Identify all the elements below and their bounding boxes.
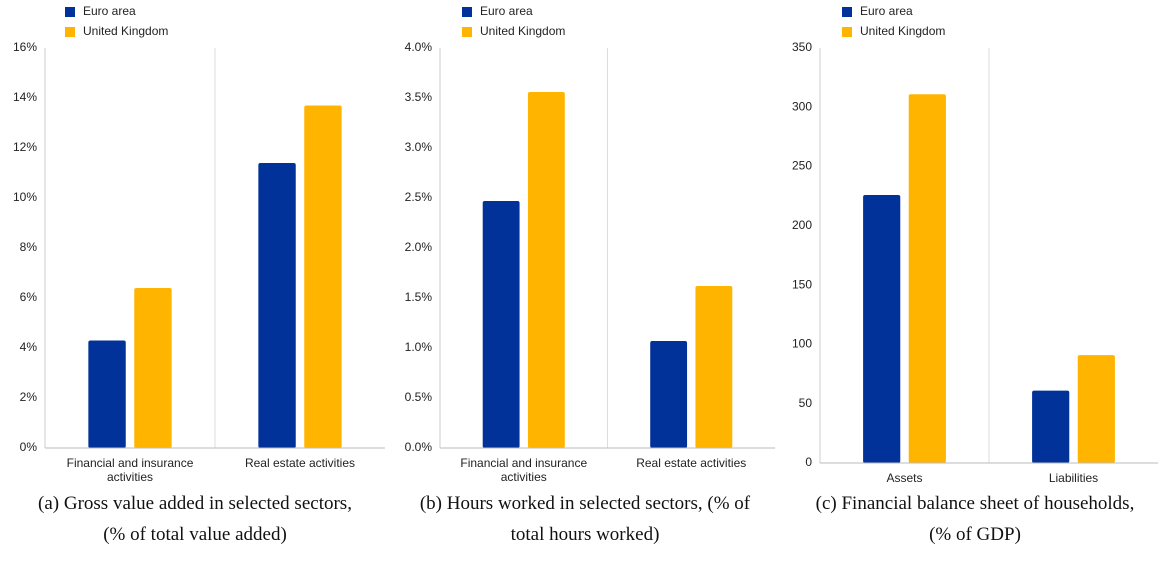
legend-label: Euro area <box>83 4 136 18</box>
bar <box>1077 355 1115 463</box>
x-tick-label: Liabilities <box>1048 471 1099 485</box>
y-tick-label: 3.0% <box>405 140 433 154</box>
x-tick-label: Financial and insurance activities <box>66 456 194 484</box>
bar <box>304 105 342 448</box>
y-tick-label: 12% <box>13 140 37 154</box>
y-tick-label: 100 <box>792 337 812 351</box>
bar <box>650 341 688 448</box>
bar <box>863 195 901 463</box>
bar <box>1032 390 1070 463</box>
y-tick-label: 0.0% <box>405 440 433 454</box>
y-tick-label: 300 <box>792 99 812 113</box>
caption: (a) Gross value added in selected sector… <box>38 493 352 545</box>
y-tick-label: 4% <box>20 340 38 354</box>
x-tick-label: Financial and insurance activities <box>460 456 588 484</box>
x-tick-label: Real estate activities <box>244 456 356 470</box>
y-tick-label: 150 <box>792 277 812 291</box>
legend-label: United Kingdom <box>860 24 945 38</box>
y-tick-label: 50 <box>799 396 813 410</box>
legend-swatch <box>462 27 472 37</box>
y-tick-label: 3.5% <box>405 90 433 104</box>
y-tick-label: 250 <box>792 159 812 173</box>
x-tick-label: Assets <box>886 471 923 485</box>
y-tick-label: 10% <box>13 190 37 204</box>
y-tick-label: 16% <box>13 40 37 54</box>
y-tick-label: 350 <box>792 40 812 54</box>
y-tick-label: 0 <box>805 455 812 469</box>
legend-label: Euro area <box>480 4 533 18</box>
legend-swatch <box>842 27 852 37</box>
y-tick-label: 14% <box>13 90 37 104</box>
y-tick-label: 2.5% <box>405 190 433 204</box>
caption: (b) Hours worked in selected sectors, (%… <box>419 493 751 545</box>
bar <box>908 94 946 463</box>
bar <box>482 201 520 448</box>
bar <box>527 92 565 448</box>
caption: (c) Financial balance sheet of household… <box>815 493 1135 545</box>
legend-swatch <box>842 7 852 17</box>
y-tick-label: 2% <box>20 390 38 404</box>
y-tick-label: 0.5% <box>405 390 433 404</box>
y-tick-label: 1.5% <box>405 290 433 304</box>
legend-label: Euro area <box>860 4 913 18</box>
bar <box>134 288 172 448</box>
y-tick-label: 4.0% <box>405 40 433 54</box>
x-tick-label: Real estate activities <box>636 456 747 470</box>
y-tick-label: 8% <box>20 240 38 254</box>
y-tick-label: 0% <box>20 440 38 454</box>
y-tick-label: 2.0% <box>405 240 433 254</box>
bar <box>88 340 126 448</box>
y-tick-label: 6% <box>20 290 38 304</box>
legend-label: United Kingdom <box>480 24 565 38</box>
legend-swatch <box>65 27 75 37</box>
legend-label: United Kingdom <box>83 24 168 38</box>
legend-swatch <box>65 7 75 17</box>
bar <box>258 163 296 448</box>
y-tick-label: 200 <box>792 218 812 232</box>
legend-swatch <box>462 7 472 17</box>
y-tick-label: 1.0% <box>405 340 433 354</box>
bar <box>695 286 733 448</box>
